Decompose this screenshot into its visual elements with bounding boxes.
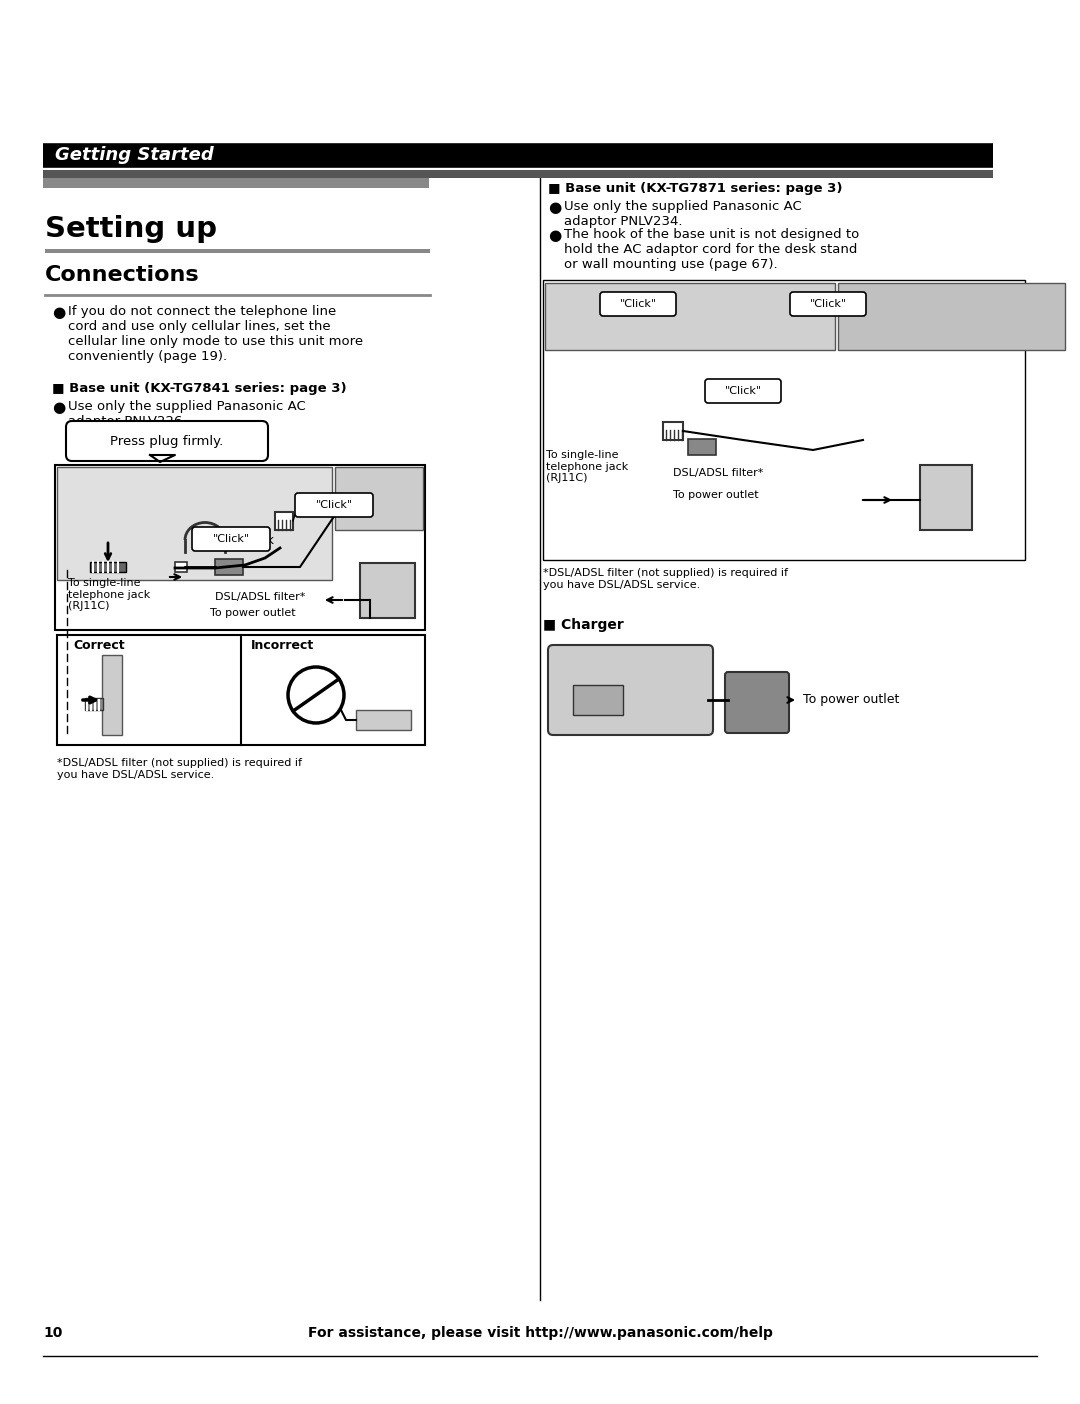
Text: To power outlet: To power outlet [210, 608, 296, 618]
Text: "Click": "Click" [620, 299, 657, 309]
Text: Correct: Correct [73, 639, 124, 651]
Text: If you do not connect the telephone line
cord and use only cellular lines, set t: If you do not connect the telephone line… [68, 305, 363, 364]
Bar [215, 559, 243, 576]
Text: Getting Started: Getting Started [55, 146, 214, 164]
Bar [920, 465, 972, 529]
Bar [573, 685, 623, 715]
FancyBboxPatch shape [789, 292, 866, 316]
Text: "Click": "Click" [213, 534, 249, 543]
Text: ●: ● [52, 400, 65, 416]
Text: 10: 10 [43, 1325, 63, 1339]
Text: ■ Charger: ■ Charger [543, 618, 624, 632]
Text: Connections: Connections [45, 265, 200, 285]
Bar [85, 698, 103, 710]
FancyBboxPatch shape [705, 379, 781, 403]
Text: ■ Base unit (KX-TG7871 series: page 3): ■ Base unit (KX-TG7871 series: page 3) [548, 183, 842, 195]
Text: ●: ● [548, 199, 562, 215]
FancyBboxPatch shape [90, 562, 126, 571]
Text: DSL/ADSL filter*: DSL/ADSL filter* [215, 592, 306, 602]
Bar [360, 563, 415, 618]
Bar [175, 562, 187, 571]
Text: Hook: Hook [245, 534, 275, 546]
Text: ●: ● [548, 227, 562, 243]
Text: Setting up: Setting up [45, 215, 217, 243]
FancyBboxPatch shape [66, 421, 268, 461]
Text: "Click": "Click" [725, 386, 761, 396]
Text: For assistance, please visit http://www.panasonic.com/help: For assistance, please visit http://www.… [308, 1325, 772, 1339]
FancyBboxPatch shape [725, 673, 789, 733]
Text: To power outlet: To power outlet [673, 490, 758, 500]
Text: Use only the supplied Panasonic AC
adaptor PNLV234.: Use only the supplied Panasonic AC adapt… [564, 199, 801, 227]
Text: Use only the supplied Panasonic AC
adaptor PNLV226.: Use only the supplied Panasonic AC adapt… [68, 400, 306, 428]
Bar [335, 468, 423, 529]
Circle shape [288, 667, 345, 723]
Text: To single-line
telephone jack
(RJ11C): To single-line telephone jack (RJ11C) [546, 451, 629, 483]
Bar [356, 710, 411, 730]
Text: "Click": "Click" [809, 299, 847, 309]
Bar [45, 249, 430, 253]
Text: ■ Base unit (KX-TG7841 series: page 3): ■ Base unit (KX-TG7841 series: page 3) [52, 382, 347, 395]
Bar [275, 512, 293, 529]
Bar [543, 279, 1025, 560]
Bar [43, 176, 429, 188]
Text: Press plug firmly.: Press plug firmly. [110, 434, 224, 448]
Bar [57, 635, 426, 746]
FancyBboxPatch shape [192, 526, 270, 550]
Text: Incorrect: Incorrect [251, 639, 314, 651]
FancyBboxPatch shape [600, 292, 676, 316]
Text: To single-line
telephone jack
(RJ11C): To single-line telephone jack (RJ11C) [68, 578, 150, 611]
Polygon shape [150, 455, 175, 462]
Text: ●: ● [52, 305, 65, 320]
Text: DSL/ADSL filter*: DSL/ADSL filter* [673, 468, 764, 477]
Bar [663, 423, 683, 439]
Bar [688, 439, 716, 455]
Text: The hook of the base unit is not designed to
hold the AC adaptor cord for the de: The hook of the base unit is not designe… [564, 227, 860, 271]
Text: *DSL/ADSL filter (not supplied) is required if
you have DSL/ADSL service.: *DSL/ADSL filter (not supplied) is requi… [543, 569, 788, 590]
Bar [55, 465, 426, 630]
Text: To power outlet: To power outlet [804, 694, 900, 706]
Bar [43, 142, 993, 168]
Bar [102, 656, 122, 736]
FancyBboxPatch shape [548, 644, 713, 736]
Bar [838, 284, 1065, 350]
Text: "Click": "Click" [315, 500, 352, 510]
FancyBboxPatch shape [295, 493, 373, 517]
Bar [43, 170, 993, 178]
Bar [57, 468, 332, 580]
Bar [545, 284, 835, 350]
Text: *DSL/ADSL filter (not supplied) is required if
you have DSL/ADSL service.: *DSL/ADSL filter (not supplied) is requi… [57, 758, 302, 779]
